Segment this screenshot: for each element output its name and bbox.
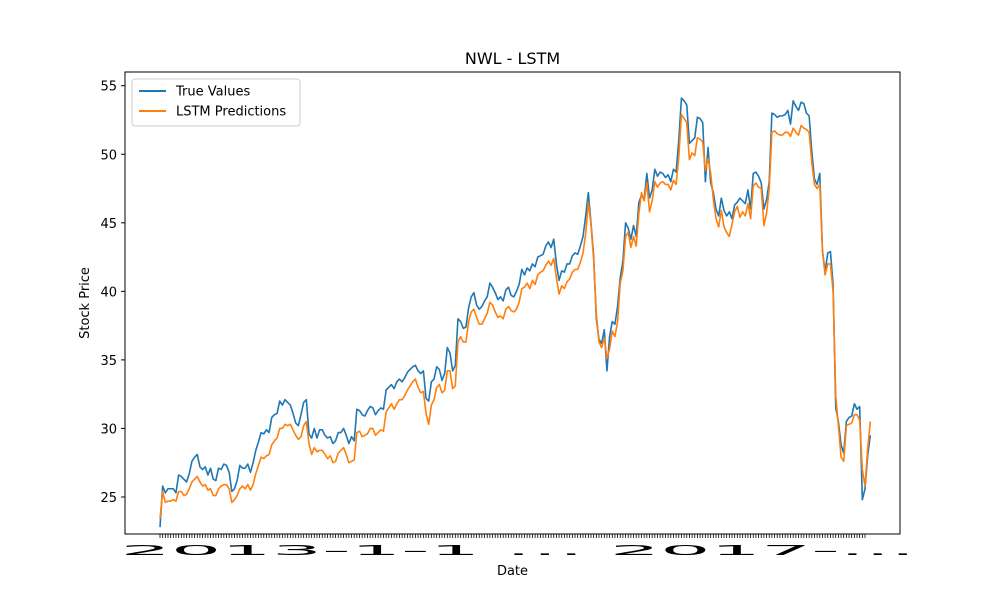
y-tick-label: 40 — [100, 285, 117, 300]
y-tick-label: 30 — [100, 422, 117, 437]
x-tick-labels-overlapping: 2013-1-1 … 2017-... — [121, 544, 916, 559]
y-tick-label: 25 — [100, 491, 117, 506]
series-line-lstm-predictions — [159, 113, 872, 519]
chart-title: NWL - LSTM — [465, 49, 560, 68]
y-axis-label: Stock Price — [78, 267, 93, 339]
y-axis: 25 30 35 40 45 50 55 — [100, 80, 125, 506]
y-tick-label: 45 — [100, 217, 117, 232]
y-tick-label: 50 — [100, 148, 117, 163]
series-line-true-values — [159, 97, 872, 528]
legend: True Values LSTM Predictions — [131, 78, 301, 127]
y-tick-label: 55 — [100, 80, 117, 95]
x-axis-label: Date — [497, 564, 528, 579]
axes-frame — [124, 71, 901, 535]
x-axis: 2013-1-1 … 2017-... — [121, 534, 916, 559]
y-tick-label: 35 — [100, 354, 117, 369]
legend-box — [131, 78, 301, 127]
legend-lstm-predictions-label: LSTM Predictions — [176, 105, 286, 120]
plot-area — [159, 97, 872, 528]
legend-true-values-label: True Values — [175, 85, 250, 100]
